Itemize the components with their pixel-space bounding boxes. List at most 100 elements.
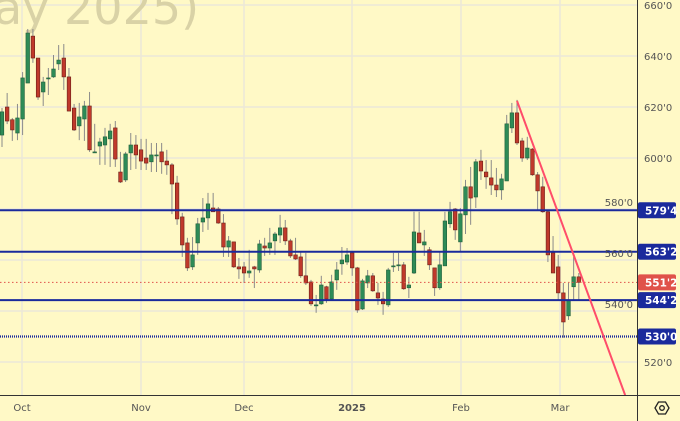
candle-body-down [35, 57, 41, 98]
candle-body-up [473, 161, 478, 198]
candle [514, 99, 520, 145]
candle-body-up [442, 220, 448, 267]
candle-body-up [195, 223, 200, 244]
candle-body-down [514, 112, 520, 144]
trendline[interactable] [516, 100, 627, 396]
candle [257, 239, 262, 273]
x-tick-label: Oct [13, 403, 30, 414]
candle [303, 252, 308, 285]
candle-body-down [535, 174, 540, 192]
candle-body-down [427, 249, 432, 266]
grid [0, 0, 637, 395]
candle [489, 160, 494, 195]
candle-body-up [463, 186, 468, 216]
candle-body-down [370, 275, 375, 292]
candle [190, 237, 195, 270]
candle [391, 252, 396, 272]
candle-body-down [216, 208, 221, 224]
settings-button[interactable] [654, 401, 670, 415]
candle [380, 291, 386, 315]
candle [561, 282, 566, 338]
current-price-tag [638, 274, 676, 291]
candle [61, 44, 66, 90]
candle-body-up [149, 154, 154, 163]
candle-body-up [123, 153, 128, 181]
candle-body-down [72, 107, 77, 131]
candle [236, 257, 242, 279]
candle [463, 179, 468, 234]
candle [231, 241, 236, 268]
candle [149, 142, 154, 173]
candle [123, 151, 128, 182]
candle-body-up [391, 265, 396, 268]
candle [5, 92, 10, 125]
hexagon-settings-icon[interactable] [654, 401, 670, 415]
x-tick-label: 2025 [338, 403, 366, 414]
candle-body-down [221, 222, 226, 248]
candle-body-down [478, 160, 484, 172]
candle [437, 251, 442, 290]
candle-body-up [82, 105, 87, 120]
candle [30, 28, 36, 63]
candle [329, 274, 334, 301]
candle-body-up [334, 269, 339, 281]
candle-body-down [262, 245, 267, 249]
candle-body-up [108, 130, 113, 140]
candle-body-up [360, 280, 365, 310]
level-price-tag [638, 202, 676, 219]
candle [355, 266, 360, 313]
candle-body-down [159, 151, 164, 163]
candle-body-up [422, 241, 427, 246]
candle-body-down [417, 232, 422, 244]
candle-body-up [154, 154, 159, 157]
candle [20, 72, 25, 136]
candle-body-down [540, 186, 545, 213]
candle-body-up [458, 213, 463, 243]
candle [72, 103, 77, 131]
candle-body-down [324, 286, 329, 300]
candle-body-up [15, 117, 20, 134]
candle [350, 251, 355, 276]
candle [571, 256, 576, 301]
candle [509, 102, 514, 134]
candle-body-up [447, 211, 453, 225]
candle [133, 135, 139, 169]
candle [525, 136, 530, 161]
candle [473, 159, 478, 208]
candle [221, 214, 226, 257]
candle [154, 142, 159, 173]
candle [195, 217, 200, 255]
candle-body-up [128, 144, 133, 154]
candle-body-up [25, 32, 30, 84]
candle [113, 121, 118, 167]
candle [283, 219, 288, 245]
price-axis[interactable]: 660'0 640'0 620'0 600'0 580'0 560'0 540'0 520'0 [605, 1, 672, 369]
candle [550, 236, 556, 274]
candle-body-down [530, 148, 535, 176]
candle [92, 123, 97, 154]
candle [576, 273, 581, 301]
candle [0, 108, 5, 148]
candle [102, 127, 108, 165]
candle-body-down [293, 254, 298, 260]
candle-body-up [51, 68, 56, 78]
levels[interactable] [0, 209, 637, 338]
candle-body-down [375, 292, 381, 299]
y-tick-label: 540'0 [605, 300, 633, 311]
y-tick-label: 640'0 [644, 52, 672, 63]
candle-body-down [453, 208, 458, 231]
x-tick-label: Nov [131, 403, 151, 414]
candle [10, 117, 15, 141]
trendline-group[interactable] [516, 100, 627, 396]
candle-body-down [138, 149, 144, 162]
candle-body-up [41, 81, 46, 93]
candle [164, 149, 169, 175]
candle-body-up [566, 299, 571, 317]
candle-body-up [200, 217, 205, 223]
candle-body-up [97, 141, 102, 147]
candle-body-down [144, 157, 149, 164]
candle [530, 148, 535, 176]
candle [159, 142, 164, 174]
time-axis[interactable]: Oct Nov Dec 2025 Feb Mar [13, 403, 570, 414]
